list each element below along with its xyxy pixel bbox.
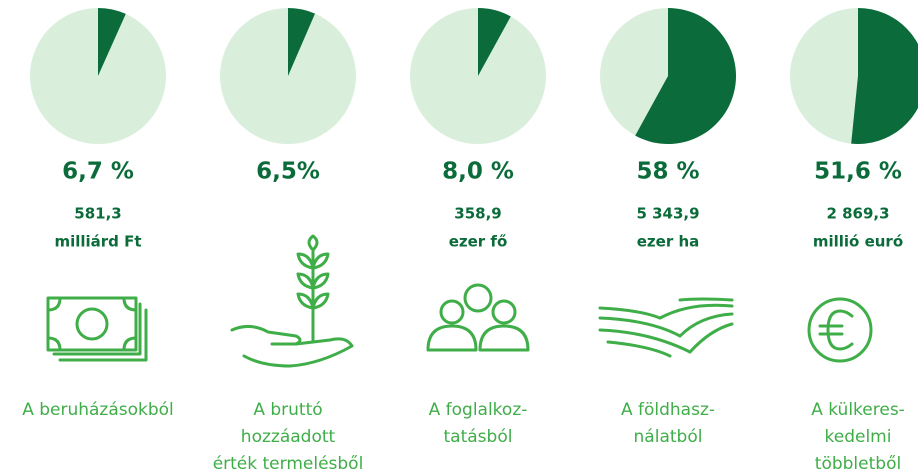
amount-label: ezer fő (449, 233, 508, 251)
amount-label: milliárd Ft (54, 233, 141, 251)
people-icon (426, 283, 530, 352)
pie-slice (851, 8, 918, 144)
percent-label: 6,7 % (62, 159, 134, 185)
category-label: tatásból (444, 427, 513, 447)
money-icon (46, 296, 148, 362)
amount-label: 2 869,3 (826, 205, 889, 223)
field-icon (598, 297, 734, 358)
category-label: hozzáadott (241, 427, 336, 447)
category-label: kedelmi (825, 427, 892, 447)
category-label: érték termelésből (213, 454, 364, 474)
category-label: többletből (815, 454, 901, 474)
pie-slice (288, 8, 316, 76)
category-label: A földhasz- (621, 400, 715, 420)
percent-label: 51,6 % (814, 159, 902, 185)
amount-label: 5 343,9 (636, 205, 699, 223)
euro-icon (807, 297, 873, 363)
amount-label: millió euró (813, 233, 903, 251)
percent-label: 8,0 % (442, 159, 514, 185)
amount-label: 581,3 (74, 205, 121, 223)
category-label: nálatból (634, 427, 703, 447)
amount-label: ezer ha (637, 233, 700, 251)
pie-slice (635, 8, 736, 144)
hand-wheat-icon (230, 234, 354, 368)
category-label: A külkeres- (811, 400, 905, 420)
category-label: A bruttó (253, 400, 322, 420)
pie-slice (98, 8, 126, 76)
category-label: A foglalkoz- (429, 400, 528, 420)
percent-label: 6,5% (256, 159, 320, 185)
percent-label: 58 % (636, 159, 699, 185)
pie-slice (478, 8, 511, 76)
amount-label: 358,9 (454, 205, 501, 223)
category-label: A beruházásokból (22, 400, 174, 420)
